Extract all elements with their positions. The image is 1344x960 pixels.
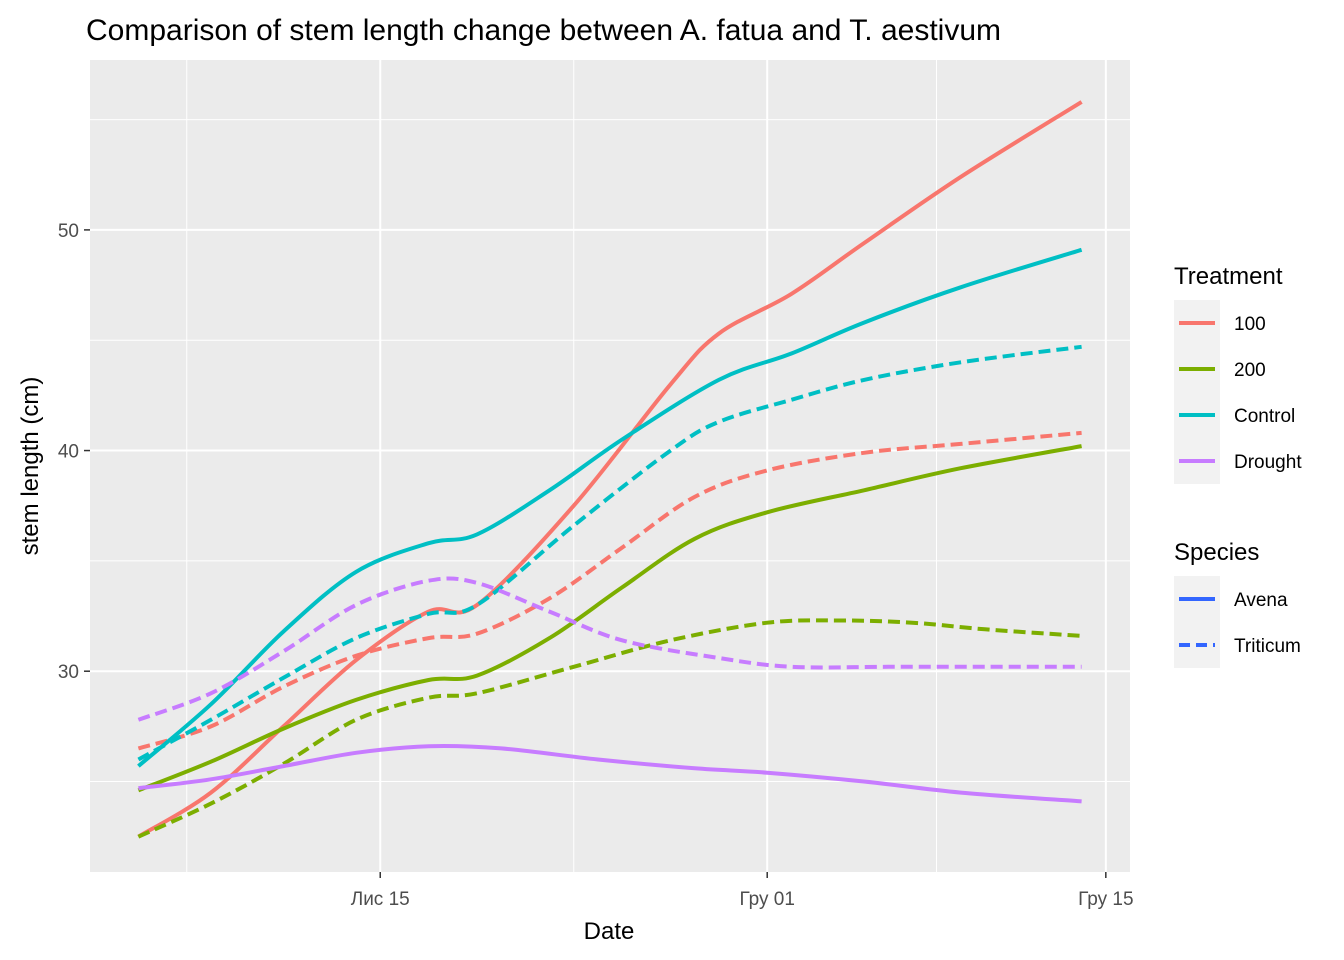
legend: Treatment 100 200 Control Drought Species Aven… bbox=[1174, 263, 1302, 668]
series-line-drought-triticum bbox=[137, 576, 1082, 722]
x-tick-label: Гру 01 bbox=[739, 889, 795, 910]
x-tick-label: Лис 15 bbox=[351, 889, 410, 910]
x-axis-ticks: Лис 15 Гру 01 Гру 15 bbox=[351, 872, 1134, 910]
y-axis-ticks: 30 40 50 bbox=[58, 221, 90, 683]
x-tick-label: Гру 15 bbox=[1078, 889, 1134, 910]
legend-label: 100 bbox=[1234, 314, 1266, 335]
minor-gridlines bbox=[90, 60, 1130, 872]
legend-title: Treatment bbox=[1174, 263, 1283, 290]
legend-title: Species bbox=[1174, 539, 1259, 566]
series-line-drought-avena bbox=[138, 743, 1082, 804]
x-axis-title: Date bbox=[584, 918, 635, 945]
series-line-100-triticum bbox=[137, 430, 1082, 751]
chart-title: Comparison of stem length change between… bbox=[86, 14, 1001, 47]
series-line-200-avena bbox=[137, 444, 1082, 793]
series-line-control-triticum bbox=[137, 344, 1082, 762]
legend-label: Triticum bbox=[1234, 636, 1301, 657]
major-gridlines bbox=[90, 60, 1130, 872]
series-line-100-avena bbox=[137, 100, 1083, 839]
y-tick-label: 30 bbox=[58, 662, 79, 683]
y-tick-label: 40 bbox=[58, 442, 79, 463]
legend-label: Control bbox=[1234, 406, 1295, 427]
legend-label: Drought bbox=[1234, 452, 1302, 473]
series-line-control-avena bbox=[137, 247, 1083, 768]
legend-label: Avena bbox=[1234, 590, 1288, 611]
series-lines bbox=[137, 100, 1083, 839]
y-axis-title: stem length (cm) bbox=[17, 377, 44, 556]
series-line-200-triticum bbox=[137, 618, 1082, 839]
legend-label: 200 bbox=[1234, 360, 1266, 381]
y-tick-label: 50 bbox=[58, 221, 79, 242]
